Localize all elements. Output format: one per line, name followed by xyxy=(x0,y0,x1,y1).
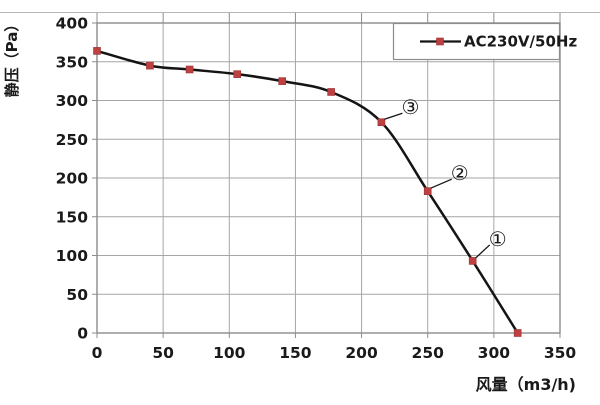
legend-label: AC230V/50Hz xyxy=(464,33,577,51)
x-tick-label: 200 xyxy=(345,344,378,362)
y-tick-label: 200 xyxy=(56,170,89,188)
data-point-marker xyxy=(146,61,154,70)
data-point-marker xyxy=(468,257,477,265)
annotation-label: ① xyxy=(489,227,507,251)
plot-area: 0 50 100 150 200 250 300 350 0 50 100 150 200 250 300 3… xyxy=(56,13,577,362)
y-tick-label: 100 xyxy=(56,247,89,265)
y-tick-label: 50 xyxy=(66,286,88,304)
data-point-marker xyxy=(278,77,287,85)
series-curve-ac230v-50hz xyxy=(95,49,519,335)
x-axis-title: 风量（m3/h) xyxy=(476,375,576,394)
data-point-marker xyxy=(185,65,194,74)
y-axis-title: 静压（Pa） xyxy=(3,17,21,98)
x-tick-label: 250 xyxy=(412,344,445,362)
annotation-label: ② xyxy=(451,161,469,185)
data-point-marker xyxy=(377,118,386,126)
annotation-leader-line xyxy=(475,244,491,259)
data-point-marker xyxy=(513,329,522,337)
y-tick-label: 150 xyxy=(56,208,89,226)
x-tick-label: 0 xyxy=(92,344,103,362)
y-tick-label: 300 xyxy=(56,92,89,110)
legend-marker-square-icon xyxy=(436,37,444,46)
x-tick-label: 50 xyxy=(152,344,174,362)
x-tick-label: 100 xyxy=(213,344,246,362)
y-tick-label: 250 xyxy=(56,131,89,149)
data-point-marker xyxy=(93,47,101,55)
x-tick-label: 350 xyxy=(544,344,577,362)
y-tick-label: 350 xyxy=(56,53,89,71)
data-point-marker xyxy=(423,187,432,195)
legend: AC230V/50Hz xyxy=(392,22,577,61)
data-point-marker xyxy=(233,70,242,78)
x-tick-label: 150 xyxy=(279,344,312,362)
x-tick-label: 300 xyxy=(478,344,511,362)
y-tick-label: 0 xyxy=(77,325,88,343)
annotation-leader-line xyxy=(384,112,403,120)
annotation-label: ③ xyxy=(401,95,419,119)
y-tick-label: 400 xyxy=(56,15,89,33)
data-point-marker xyxy=(327,88,335,96)
annotation-leader-line xyxy=(430,178,452,189)
